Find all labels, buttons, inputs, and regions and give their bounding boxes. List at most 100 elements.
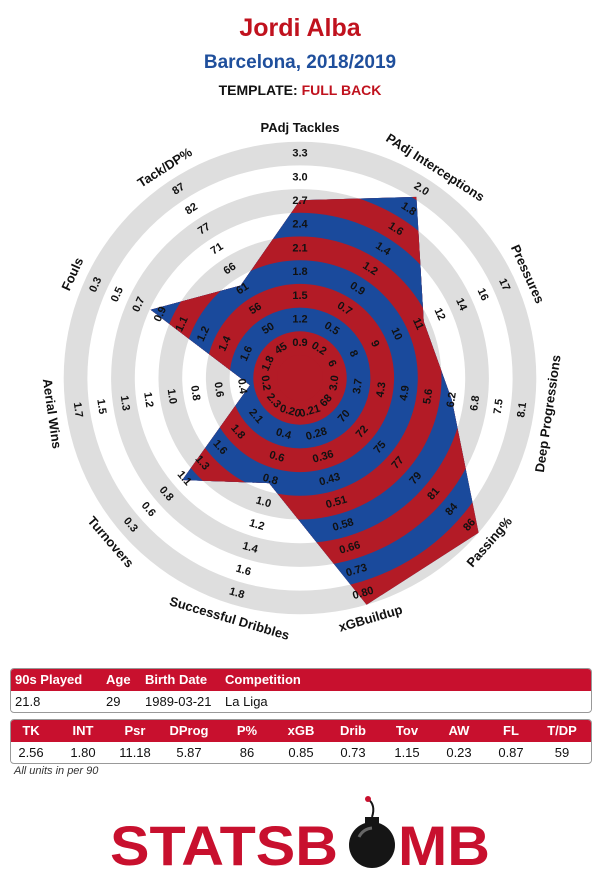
tick-label-2-2: 9 bbox=[368, 339, 381, 350]
tick-label-6-7: 1.6 bbox=[234, 563, 252, 579]
stats-value-int: 1.80 bbox=[70, 745, 96, 760]
template-line: TEMPLATE: FULL BACK bbox=[0, 82, 600, 98]
tick-label-8-2: 0.6 bbox=[212, 381, 226, 398]
tick-label-0-2: 1.5 bbox=[292, 290, 307, 302]
tick-label-5-0: 0.21 bbox=[298, 403, 322, 421]
metric-label-aerial-wins: Aerial Wins bbox=[40, 378, 65, 450]
tick-label-2-8: 17 bbox=[496, 277, 512, 293]
statsbomb-logo: STATSB MB bbox=[110, 796, 490, 875]
logo-text-right: MB bbox=[398, 814, 490, 875]
tick-label-8-1: 0.4 bbox=[235, 378, 249, 396]
tick-label-10-1: 50 bbox=[260, 320, 277, 337]
tick-label-10-3: 61 bbox=[234, 281, 251, 298]
info-header-90s: 90s Played bbox=[15, 672, 83, 687]
tick-label-0-7: 3.0 bbox=[292, 171, 307, 183]
tick-label-6-8: 1.8 bbox=[228, 585, 246, 601]
tick-label-3-6: 6.8 bbox=[468, 395, 482, 412]
stats-header-row: TK INT Psr DProg P% xGB Drib Tov AW FL T/DP bbox=[11, 720, 591, 742]
tick-label-10-8: 87 bbox=[170, 181, 187, 198]
tick-label-3-4: 5.6 bbox=[421, 388, 435, 405]
units-note: All units in per 90 bbox=[14, 765, 99, 777]
tick-label-10-0: 45 bbox=[273, 340, 290, 357]
tick-label-6-5: 1.2 bbox=[248, 517, 266, 533]
stats-header-tov: Tov bbox=[395, 723, 419, 738]
tick-label-8-3: 0.8 bbox=[188, 385, 202, 402]
tick-label-5-6: 0.66 bbox=[338, 539, 362, 557]
tick-label-2-0: 6 bbox=[325, 358, 338, 369]
tick-label-3-8: 8.1 bbox=[515, 401, 529, 418]
shape-band-center bbox=[277, 355, 323, 401]
tick-label-3-0: 3.0 bbox=[327, 375, 341, 392]
tick-label-2-5: 12 bbox=[432, 306, 448, 322]
stats-value-drib: 0.73 bbox=[340, 745, 366, 760]
tick-label-8-0: 0.2 bbox=[258, 375, 272, 392]
tick-label-5-7: 0.73 bbox=[345, 562, 369, 580]
stats-header-psr: Psr bbox=[124, 723, 146, 738]
tick-label-8-5: 1.2 bbox=[141, 391, 155, 408]
tick-label-10-2: 56 bbox=[247, 300, 264, 317]
stats-header-p-: P% bbox=[236, 723, 258, 738]
stats-value-aw: 0.23 bbox=[446, 745, 472, 760]
stats-header-aw: AW bbox=[448, 723, 470, 738]
team-season: Barcelona, 2018/2019 bbox=[203, 52, 397, 73]
tick-label-6-4: 1.0 bbox=[254, 494, 272, 510]
tick-label-0-0: 0.9 bbox=[292, 337, 307, 349]
template-label: TEMPLATE: bbox=[218, 82, 298, 98]
tick-label-2-1: 8 bbox=[347, 348, 360, 359]
tick-label-2-6: 14 bbox=[453, 296, 469, 313]
tick-label-3-2: 4.3 bbox=[374, 381, 388, 398]
info-table: 90s Played Age Birth Date Competition 21… bbox=[10, 668, 592, 713]
tick-label-2-3: 10 bbox=[388, 326, 404, 342]
tick-label-8-4: 1.0 bbox=[165, 388, 179, 405]
info-header-birth-date: Birth Date bbox=[145, 672, 208, 687]
stats-header-drib: Drib bbox=[340, 723, 366, 738]
tick-label-9-5: 0.9 bbox=[152, 305, 169, 324]
tick-label-0-8: 3.3 bbox=[292, 148, 307, 160]
tick-label-5-4: 0.51 bbox=[325, 494, 349, 512]
tick-label-9-7: 0.5 bbox=[109, 285, 126, 304]
tick-label-3-3: 4.9 bbox=[398, 385, 412, 402]
tick-label-3-7: 7.5 bbox=[492, 398, 506, 415]
tick-label-9-6: 0.7 bbox=[130, 295, 147, 314]
tick-label-0-3: 1.8 bbox=[292, 266, 307, 278]
tick-label-8-6: 1.3 bbox=[118, 395, 132, 412]
info-header-age: Age bbox=[106, 672, 131, 687]
stats-value-dprog: 5.87 bbox=[176, 745, 202, 760]
info-value-age: 29 bbox=[106, 694, 121, 709]
info-header-competition: Competition bbox=[225, 672, 301, 687]
tick-label-9-0: 1.8 bbox=[260, 354, 277, 373]
tick-label-5-8: 0.80 bbox=[351, 585, 375, 603]
tick-label-6-2: 0.6 bbox=[268, 449, 286, 465]
info-value-row: 21.8 29 1989-03-21 La Liga bbox=[11, 691, 591, 711]
tick-label-9-1: 1.6 bbox=[238, 344, 255, 363]
logo-text-left: STATSB bbox=[110, 814, 338, 875]
tick-label-8-7: 1.5 bbox=[94, 398, 108, 415]
tick-label-10-6: 77 bbox=[196, 221, 213, 238]
stats-value-p-: 86 bbox=[239, 745, 255, 760]
stats-value-t-dp: 59 bbox=[554, 745, 570, 760]
tick-label-2-7: 16 bbox=[475, 287, 491, 303]
info-header-row: 90s Played Age Birth Date Competition bbox=[11, 669, 591, 691]
tick-label-6-6: 1.4 bbox=[241, 540, 260, 556]
template-value: FULL BACK bbox=[301, 82, 382, 98]
stats-table: TK INT Psr DProg P% xGB Drib Tov AW FL T/DP 2.56 1.… bbox=[10, 719, 592, 764]
radar-chart: 0.9 1.2 1.5 1.8 2.1 2.4 2.7 3.0 3.3 PAdj Tackles 0… bbox=[40, 120, 564, 643]
bomb-icon bbox=[349, 796, 395, 868]
stats-header-int: INT bbox=[72, 723, 94, 738]
info-value-90s: 21.8 bbox=[15, 694, 41, 709]
info-value-birth-date: 1989-03-21 bbox=[145, 694, 212, 709]
tick-label-3-5: 6.2 bbox=[445, 391, 459, 408]
stats-value-xgb: 0.85 bbox=[288, 745, 314, 760]
stats-header-dprog: DProg bbox=[169, 723, 209, 738]
tick-label-5-2: 0.36 bbox=[311, 448, 335, 466]
tick-label-0-1: 1.2 bbox=[292, 313, 307, 325]
tick-label-0-4: 2.1 bbox=[292, 242, 307, 254]
tick-label-0-5: 2.4 bbox=[292, 219, 308, 231]
tick-label-6-0: 0.20 bbox=[278, 403, 302, 421]
stats-value-row: 2.56 1.80 11.18 5.87 86 0.85 0.73 1.15 0.23 0.87 5… bbox=[11, 742, 591, 762]
stats-value-tov: 1.15 bbox=[394, 745, 420, 760]
tick-label-5-5: 0.58 bbox=[331, 516, 355, 534]
tick-label-9-3: 1.2 bbox=[195, 325, 212, 344]
info-value-competition: La Liga bbox=[225, 694, 268, 709]
tick-label-2-4: 11 bbox=[410, 316, 426, 332]
